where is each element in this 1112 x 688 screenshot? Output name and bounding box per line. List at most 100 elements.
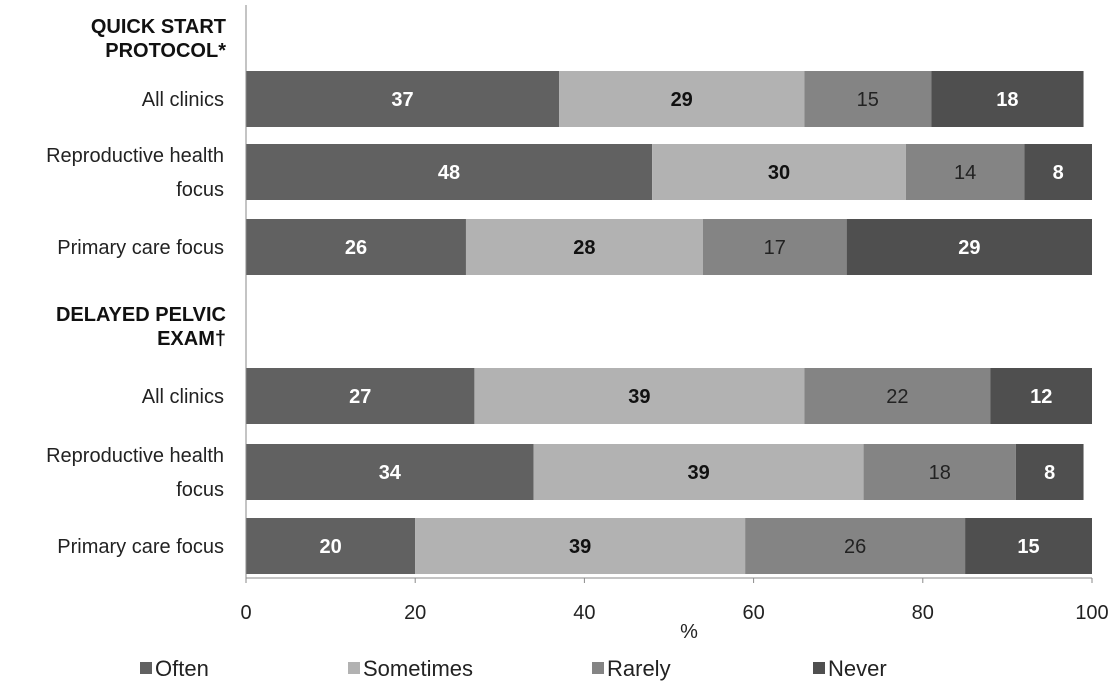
bar-segment-sometimes bbox=[465, 219, 703, 275]
bar-segment-often bbox=[246, 71, 560, 127]
legend-swatch bbox=[592, 662, 604, 674]
data-label: 8 bbox=[1044, 462, 1055, 484]
bar-segment-sometimes bbox=[415, 518, 746, 574]
legend-item: Rarely bbox=[592, 656, 671, 681]
bar-row: All clinics 27 39 22 12 bbox=[142, 368, 1092, 424]
data-label: 22 bbox=[886, 386, 908, 408]
x-tick-label: 80 bbox=[912, 602, 934, 624]
bar-segment-never bbox=[846, 219, 1092, 275]
bar-segment-rarely bbox=[905, 144, 1025, 200]
x-axis: 0 20 40 60 80 100% bbox=[240, 5, 1109, 643]
x-tick-label: 60 bbox=[742, 602, 764, 624]
bar-segment-rarely bbox=[804, 368, 991, 424]
data-label: 26 bbox=[844, 536, 866, 558]
bar-segment-often bbox=[246, 368, 475, 424]
group-heading-line: QUICK START bbox=[91, 16, 226, 38]
legend: Often Sometimes Rarely Never bbox=[140, 656, 887, 681]
row-label-line: All clinics bbox=[142, 89, 224, 111]
data-label: 20 bbox=[319, 536, 341, 558]
bar-segment-sometimes bbox=[533, 444, 864, 500]
group-heading: QUICK START PROTOCOL* bbox=[91, 16, 226, 62]
row-label: All clinics bbox=[142, 386, 224, 408]
bar-row: Reproductive health focus 34 39 18 8 bbox=[46, 444, 1084, 501]
data-label: 27 bbox=[349, 386, 371, 408]
bar-segment-never bbox=[1024, 144, 1092, 200]
data-label: 30 bbox=[768, 162, 790, 184]
bar-segment-rarely bbox=[702, 219, 847, 275]
bar-segment-never bbox=[965, 518, 1092, 574]
bar-segment-often bbox=[246, 518, 416, 574]
data-label: 17 bbox=[764, 237, 786, 259]
row-label-line: Primary care focus bbox=[57, 536, 224, 558]
data-label: 48 bbox=[438, 162, 460, 184]
row-label: Primary care focus bbox=[57, 536, 224, 558]
group-heading-line: DELAYED PELVIC bbox=[56, 304, 226, 326]
legend-item: Often bbox=[140, 656, 209, 681]
x-tick-label: 100 bbox=[1075, 602, 1108, 624]
data-label: 14 bbox=[954, 162, 976, 184]
bar-segment-rarely bbox=[745, 518, 966, 574]
bar-segment-sometimes bbox=[652, 144, 906, 200]
bar-segment-rarely bbox=[804, 71, 932, 127]
x-tick-label: 20 bbox=[404, 602, 426, 624]
data-label: 39 bbox=[628, 386, 650, 408]
data-label: 34 bbox=[379, 462, 402, 484]
row-label: Reproductive health focus bbox=[46, 145, 224, 201]
legend-label: Rarely bbox=[607, 656, 671, 681]
data-label: 15 bbox=[1017, 536, 1039, 558]
data-label: 29 bbox=[958, 237, 980, 259]
data-label: 8 bbox=[1053, 162, 1064, 184]
data-label: 28 bbox=[573, 237, 595, 259]
group-heading: DELAYED PELVIC EXAM† bbox=[56, 304, 226, 350]
row-label: All clinics bbox=[142, 89, 224, 111]
bar-segment-never bbox=[990, 368, 1092, 424]
data-label: 39 bbox=[569, 536, 591, 558]
data-label: 12 bbox=[1030, 386, 1052, 408]
legend-swatch bbox=[348, 662, 360, 674]
bar-row: All clinics 37 29 15 18 bbox=[142, 71, 1084, 127]
row-label: Reproductive health focus bbox=[46, 445, 224, 501]
bar-segment-often bbox=[246, 444, 534, 500]
data-label: 15 bbox=[857, 89, 879, 111]
bar-segment-sometimes bbox=[474, 368, 805, 424]
data-label: 29 bbox=[671, 89, 693, 111]
row-label: Primary care focus bbox=[57, 237, 224, 259]
bar-row: Primary care focus 20 39 26 15 bbox=[57, 518, 1092, 574]
group-heading-line: PROTOCOL* bbox=[105, 40, 226, 62]
bar-segment-never bbox=[1015, 444, 1084, 500]
data-label: 18 bbox=[996, 89, 1018, 111]
legend-item: Sometimes bbox=[348, 656, 473, 681]
legend-swatch bbox=[813, 662, 825, 674]
row-label-line: focus bbox=[176, 179, 224, 201]
x-tick-label: 0 bbox=[240, 602, 251, 624]
row-label-line: Reproductive health bbox=[46, 145, 224, 167]
bar-segment-often bbox=[246, 219, 466, 275]
x-axis-label: % bbox=[680, 621, 698, 643]
data-label: 39 bbox=[687, 462, 709, 484]
legend-swatch bbox=[140, 662, 152, 674]
row-label-line: All clinics bbox=[142, 386, 224, 408]
chart-rows: QUICK START PROTOCOL*All clinics 37 29 15 18R… bbox=[46, 16, 1092, 574]
data-label: 37 bbox=[391, 89, 413, 111]
legend-item: Never bbox=[813, 656, 887, 681]
legend-label: Often bbox=[155, 656, 209, 681]
bar-segment-often bbox=[246, 144, 653, 200]
x-tick-label: 40 bbox=[573, 602, 595, 624]
bar-group: QUICK START PROTOCOL* All clinics 37 29 15 18 R… bbox=[46, 16, 1092, 275]
row-label-line: Primary care focus bbox=[57, 237, 224, 259]
bar-segment-sometimes bbox=[559, 71, 805, 127]
bar-row: Reproductive health focus 48 30 14 8 bbox=[46, 144, 1092, 201]
row-label-line: Reproductive health bbox=[46, 445, 224, 467]
legend-label: Sometimes bbox=[363, 656, 473, 681]
data-label: 18 bbox=[929, 462, 951, 484]
bar-group: DELAYED PELVIC EXAM† All clinics 27 39 22 12 Re… bbox=[46, 304, 1092, 574]
data-label: 26 bbox=[345, 237, 367, 259]
bar-segment-rarely bbox=[863, 444, 1016, 500]
row-label-line: focus bbox=[176, 479, 224, 501]
legend-label: Never bbox=[828, 656, 887, 681]
group-heading-line: EXAM† bbox=[157, 328, 226, 350]
bar-row: Primary care focus 26 28 17 29 bbox=[57, 219, 1092, 275]
bar-segment-never bbox=[931, 71, 1084, 127]
